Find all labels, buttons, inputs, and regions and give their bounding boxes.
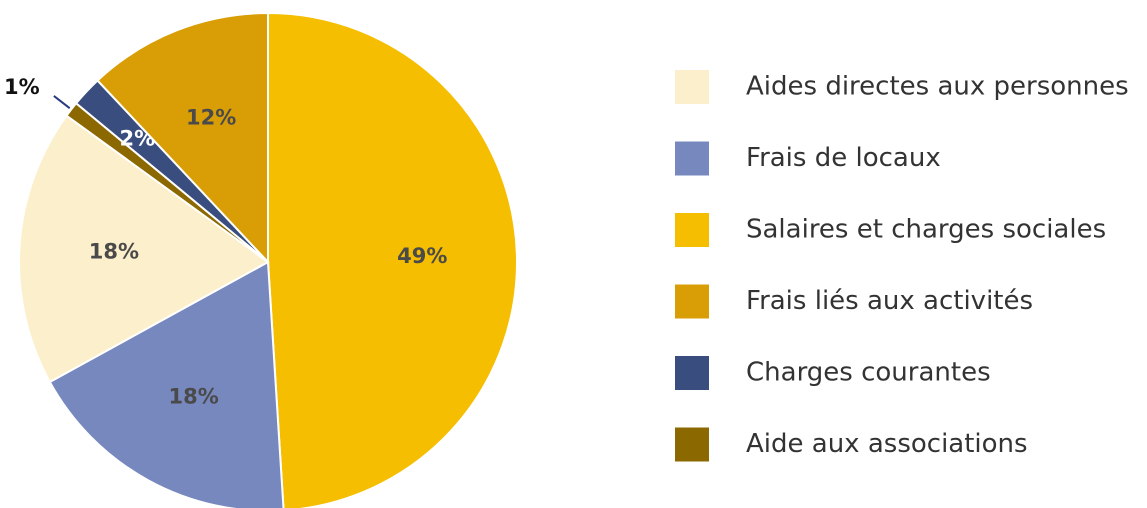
leader-line xyxy=(53,95,71,109)
slice-label: 1% xyxy=(4,75,40,99)
slice-label: 18% xyxy=(168,384,218,408)
pie-slice xyxy=(96,11,269,265)
legend-label: Salaires et charges sociales xyxy=(746,215,1106,245)
slice-label: 18% xyxy=(89,239,139,263)
legend-swatch xyxy=(675,213,709,247)
slice-label: 12% xyxy=(186,105,236,129)
legend-swatch xyxy=(675,356,709,390)
legend-label: Frais de locaux xyxy=(746,143,941,173)
legend-label: Aides directes aux personnes xyxy=(746,72,1129,102)
legend-label: Frais liés aux activités xyxy=(746,286,1033,316)
legend-swatch xyxy=(675,141,709,176)
legend-swatch xyxy=(675,284,709,319)
legend-swatch xyxy=(675,70,709,104)
slice-label: 49% xyxy=(397,244,447,268)
legend-swatch xyxy=(675,427,709,462)
pie-slice xyxy=(267,11,519,508)
legend-label: Aide aux associations xyxy=(746,429,1028,459)
legend-label: Charges courantes xyxy=(746,358,991,388)
pie-slice xyxy=(18,114,270,384)
pie-slice xyxy=(48,260,285,508)
